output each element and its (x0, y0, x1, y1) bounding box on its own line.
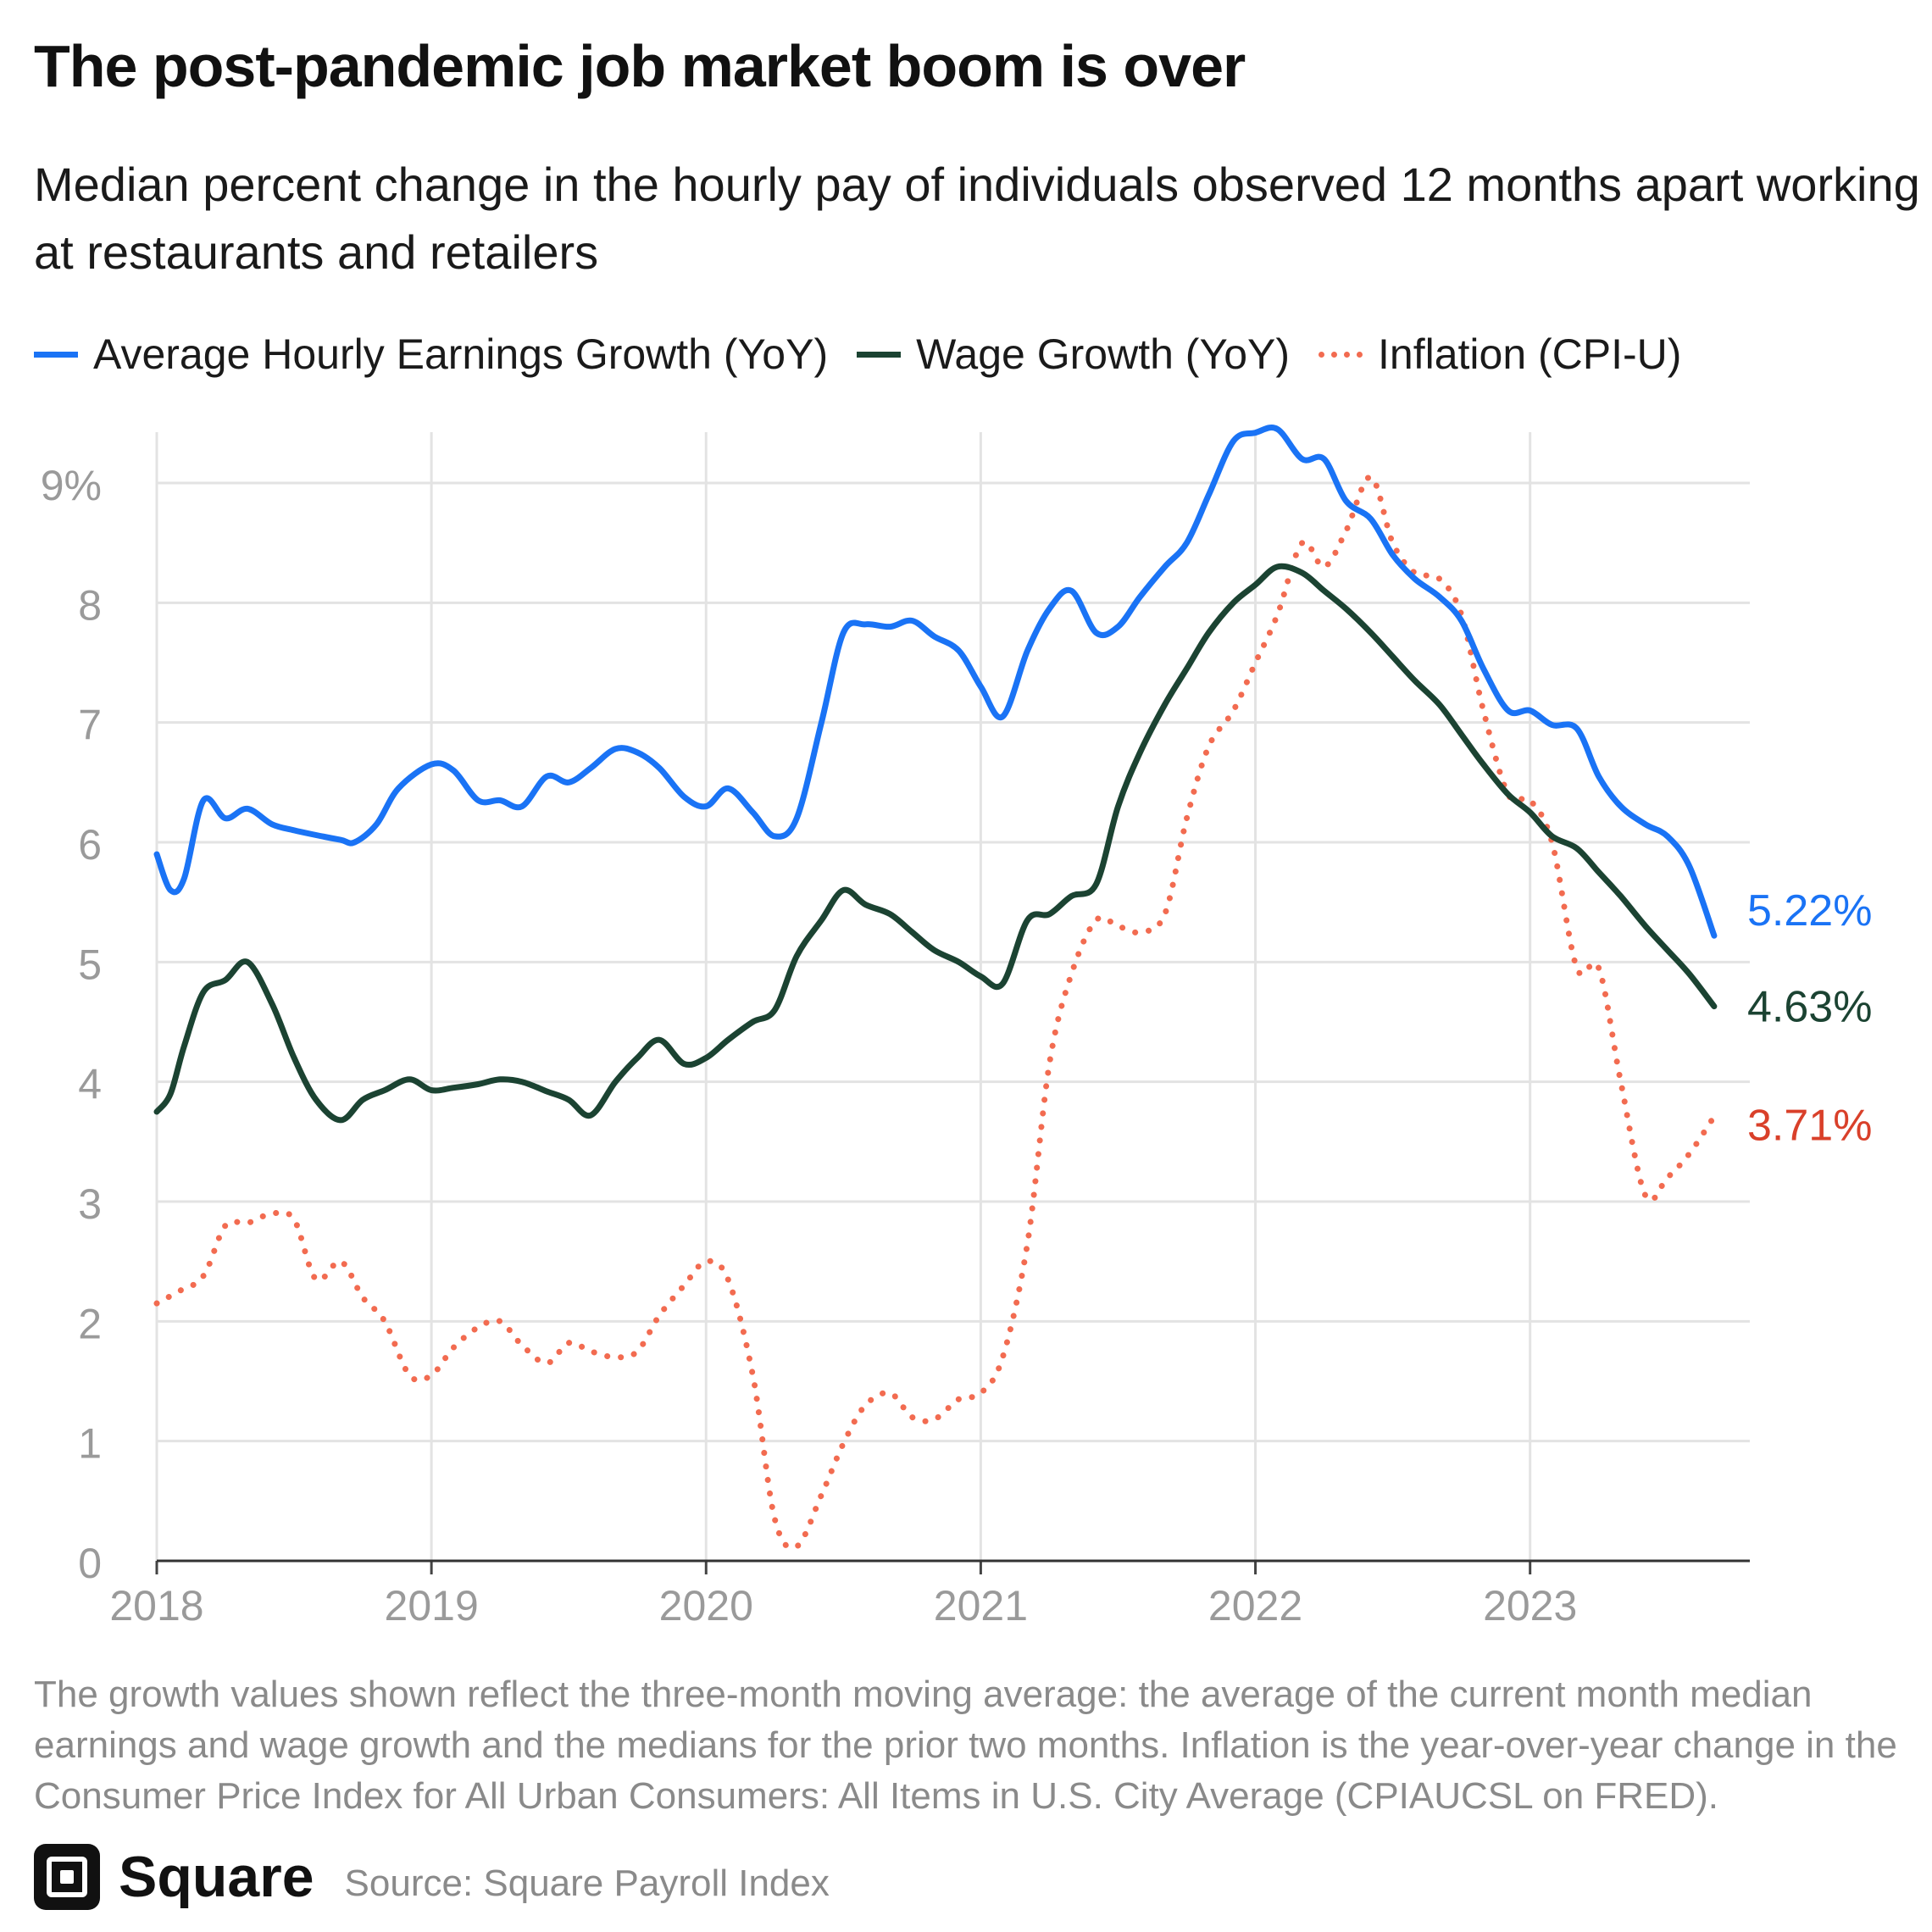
source-note: Source: Square Payroll Index (344, 1863, 830, 1904)
series-line-2 (153, 474, 1718, 1552)
y-tick-label: 0 (78, 1540, 102, 1587)
y-tick-label: 6 (78, 821, 102, 869)
brand-name: Square (119, 1845, 314, 1909)
end-label-layer: 3.71% 4.63% 5.22% (1747, 886, 1872, 1150)
x-tick-label: 2022 (1208, 1582, 1302, 1629)
end-value-label: 5.22% (1747, 886, 1872, 935)
legend-label-wage: Wage Growth (YoY) (916, 330, 1291, 378)
x-tick-label: 2020 (659, 1582, 753, 1629)
line-chart: 0 1 2 3 4 5 6 7 8 9% 2018 2019 2020 2021 2022 2023 3.71… (41, 425, 1872, 1629)
legend-item-wage: Wage Growth (YoY) (857, 330, 1290, 379)
x-tick-label: 2019 (385, 1582, 479, 1629)
axis-layer: 0 1 2 3 4 5 6 7 8 9% 2018 2019 2020 2021 2022 2023 (41, 462, 1750, 1629)
series-line-0 (153, 425, 1718, 939)
x-tick-label: 2021 (934, 1582, 1028, 1629)
y-tick-label: 7 (78, 702, 102, 749)
end-value-label: 4.63% (1747, 983, 1872, 1032)
chart-title: The post-pandemic job market boom is ove… (34, 33, 1246, 99)
legend-swatch-wage (857, 351, 902, 358)
square-logo-icon (34, 1844, 100, 1910)
y-tick-label: 5 (78, 941, 102, 988)
legend-item-inflation: Inflation (CPI-U) (1319, 330, 1681, 379)
x-tick-label: 2023 (1483, 1582, 1577, 1629)
end-value-label: 3.71% (1747, 1102, 1872, 1151)
y-tick-label: 8 (78, 581, 102, 629)
y-tick-label: 1 (78, 1420, 102, 1468)
legend-swatch-earnings (34, 351, 78, 358)
grid-layer (155, 432, 1750, 1561)
legend-label-inflation: Inflation (CPI-U) (1378, 330, 1682, 378)
brand-footer: Square Source: Square Payroll Index (34, 1839, 830, 1915)
footnote: The growth values shown reflect the thre… (34, 1674, 1897, 1817)
legend-swatch-inflation (1319, 351, 1363, 358)
series-layer (153, 425, 1718, 1552)
y-tick-label: 4 (78, 1061, 102, 1108)
y-tick-label: 2 (78, 1300, 102, 1347)
y-tick-label: 3 (78, 1180, 102, 1228)
legend-label-earnings: Average Hourly Earnings Growth (YoY) (93, 330, 829, 378)
x-tick-label: 2018 (109, 1582, 203, 1629)
chart-legend: Average Hourly Earnings Growth (YoY) Wag… (34, 329, 1710, 380)
y-tick-label: 9% (41, 462, 102, 509)
series-line-1 (153, 563, 1718, 1124)
chart-subtitle: Median percent change in the hourly pay … (34, 158, 1920, 279)
legend-item-earnings: Average Hourly Earnings Growth (YoY) (34, 330, 828, 379)
